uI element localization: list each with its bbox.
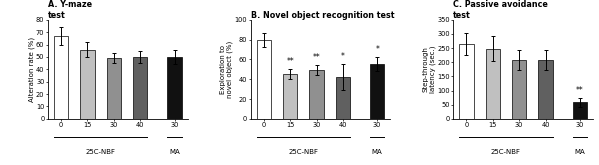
Bar: [54, 36, 68, 119]
Text: MA: MA: [169, 148, 180, 154]
Bar: [256, 40, 271, 119]
Text: **: **: [576, 86, 583, 95]
Bar: [539, 60, 553, 119]
Text: **: **: [313, 53, 320, 62]
Bar: [486, 49, 500, 119]
Text: A. Y-maze
test: A. Y-maze test: [48, 0, 92, 20]
Y-axis label: Exploration to
novel object (%): Exploration to novel object (%): [220, 41, 233, 98]
Text: 25C-NBF: 25C-NBF: [491, 148, 521, 154]
Bar: [283, 74, 297, 119]
Y-axis label: Alteration rate (%): Alteration rate (%): [28, 37, 35, 102]
Text: **: **: [286, 57, 294, 66]
Bar: [107, 58, 121, 119]
Bar: [573, 102, 587, 119]
Bar: [309, 70, 324, 119]
Y-axis label: Step-through
latency (sec.): Step-through latency (sec.): [422, 46, 435, 93]
Text: 25C-NBF: 25C-NBF: [288, 148, 318, 154]
Text: 25C-NBF: 25C-NBF: [86, 148, 116, 154]
Text: *: *: [341, 52, 345, 61]
Text: MA: MA: [574, 148, 585, 154]
Bar: [80, 50, 95, 119]
Bar: [459, 44, 474, 119]
Bar: [167, 57, 181, 119]
Text: *: *: [375, 45, 379, 54]
Text: B. Novel object recognition test: B. Novel object recognition test: [250, 11, 394, 20]
Text: C. Passive avoidance
test: C. Passive avoidance test: [453, 0, 548, 20]
Bar: [512, 60, 527, 119]
Bar: [335, 77, 350, 119]
Bar: [133, 57, 147, 119]
Text: MA: MA: [372, 148, 383, 154]
Bar: [370, 64, 385, 119]
